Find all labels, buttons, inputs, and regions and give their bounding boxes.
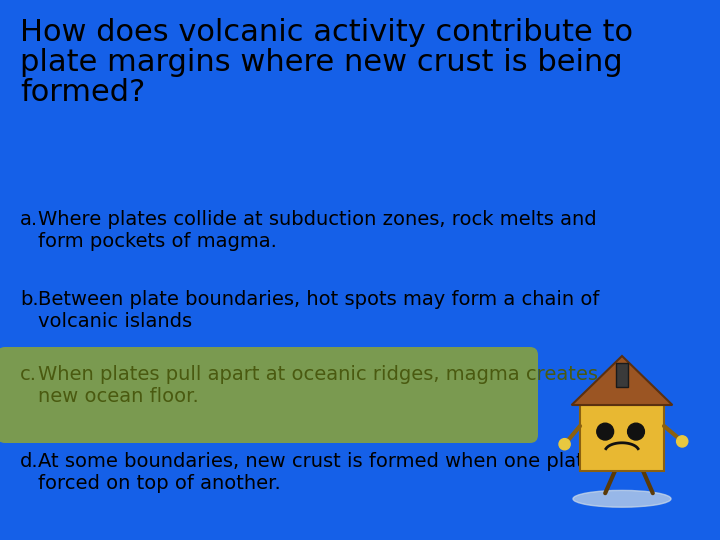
Text: a.: a.: [20, 210, 38, 229]
Text: form pockets of magma.: form pockets of magma.: [38, 232, 277, 251]
Text: d.: d.: [20, 452, 39, 471]
Text: new ocean floor.: new ocean floor.: [38, 387, 199, 406]
Text: Where plates collide at subduction zones, rock melts and: Where plates collide at subduction zones…: [38, 210, 597, 229]
Circle shape: [559, 438, 570, 450]
Text: formed?: formed?: [20, 78, 145, 107]
Circle shape: [628, 423, 644, 440]
Text: How does volcanic activity contribute to: How does volcanic activity contribute to: [20, 18, 633, 47]
Text: plate margins where new crust is being: plate margins where new crust is being: [20, 48, 623, 77]
Text: When plates pull apart at oceanic ridges, magma creates: When plates pull apart at oceanic ridges…: [38, 365, 598, 384]
Text: Between plate boundaries, hot spots may form a chain of: Between plate boundaries, hot spots may …: [38, 290, 599, 309]
Circle shape: [597, 423, 613, 440]
Circle shape: [677, 436, 688, 447]
Text: forced on top of another.: forced on top of another.: [38, 474, 281, 493]
Polygon shape: [616, 363, 628, 387]
Text: b.: b.: [20, 290, 39, 309]
Ellipse shape: [573, 490, 671, 507]
Polygon shape: [572, 356, 672, 405]
FancyBboxPatch shape: [0, 347, 538, 443]
Text: At some boundaries, new crust is formed when one plate is: At some boundaries, new crust is formed …: [38, 452, 618, 471]
Text: c.: c.: [20, 365, 37, 384]
Text: volcanic islands: volcanic islands: [38, 312, 192, 331]
Polygon shape: [580, 405, 664, 471]
